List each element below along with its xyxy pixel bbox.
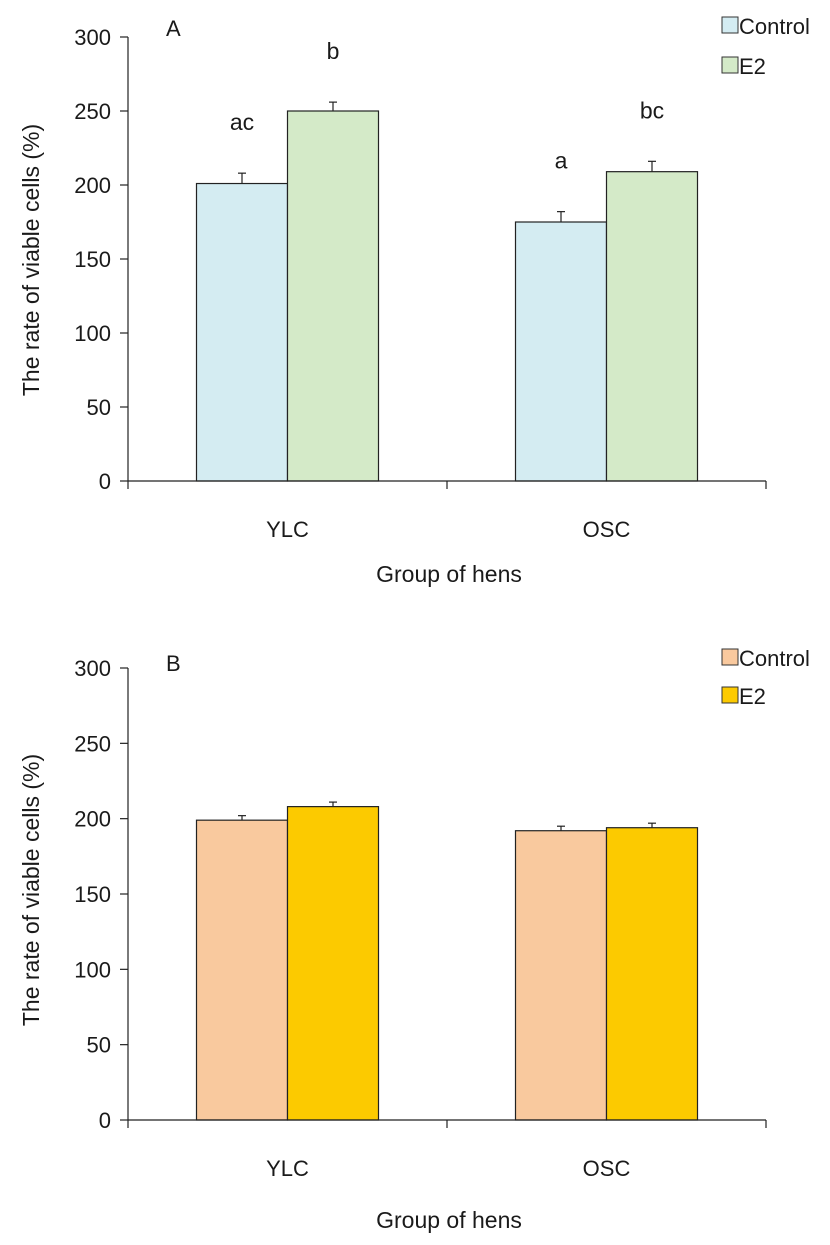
significance-label: bc <box>640 97 664 123</box>
bar <box>286 110 380 482</box>
legend-swatch-control <box>721 16 739 34</box>
plot-area: YLC OSC 0 50 100 150 200 250 300 <box>74 656 767 1181</box>
x-tick-label: YLC <box>266 517 309 542</box>
y-tick-label: 100 <box>74 957 111 982</box>
y-tick-label: 100 <box>74 321 111 346</box>
chart-panel-b: B The rate of viable cells (%) Group of … <box>18 646 810 1233</box>
panel-label: B <box>166 651 181 676</box>
y-tick-label: 50 <box>87 395 111 420</box>
bar <box>605 171 699 482</box>
y-tick-label: 200 <box>74 173 111 198</box>
y-axis-title: The rate of viable cells (%) <box>18 754 44 1026</box>
legend-label-e2: E2 <box>739 54 766 79</box>
y-tick-label: 50 <box>87 1033 111 1058</box>
x-tick-label: OSC <box>583 1156 631 1181</box>
significance-label: b <box>327 38 340 64</box>
x-axis-title: Group of hens <box>376 561 522 587</box>
panel-label: A <box>166 16 181 41</box>
legend-swatch-e2 <box>721 686 739 704</box>
y-tick-label: 200 <box>74 807 111 832</box>
legend-label-control: Control <box>739 646 810 671</box>
significance-label: a <box>555 148 568 174</box>
y-tick-label: 150 <box>74 247 111 272</box>
y-axis-title: The rate of viable cells (%) <box>18 124 44 396</box>
plot-area: ac b YLC a bc OSC 0 50 100 150 200 250 300 <box>74 25 767 542</box>
bar <box>514 221 608 482</box>
legend-label-control: Control <box>739 14 810 39</box>
bar <box>605 827 699 1121</box>
bar <box>195 182 289 482</box>
x-tick-label: YLC <box>266 1156 309 1181</box>
y-tick-label: 0 <box>99 469 111 494</box>
x-axis-title: Group of hens <box>376 1207 522 1233</box>
bar <box>195 819 289 1121</box>
y-tick-label: 250 <box>74 731 111 756</box>
legend: Control E2 <box>721 14 810 79</box>
bar <box>514 830 608 1121</box>
legend-swatch-e2 <box>721 56 739 74</box>
legend: Control E2 <box>721 646 810 709</box>
significance-label: ac <box>230 109 254 135</box>
y-tick-label: 0 <box>99 1108 111 1133</box>
x-tick-label: OSC <box>583 517 631 542</box>
chart-panel-a: A The rate of viable cells (%) Group of … <box>18 14 810 587</box>
legend-swatch-control <box>721 648 739 666</box>
y-tick-label: 300 <box>74 25 111 50</box>
y-tick-label: 150 <box>74 882 111 907</box>
y-tick-label: 300 <box>74 656 111 681</box>
legend-label-e2: E2 <box>739 684 766 709</box>
bar <box>286 806 380 1121</box>
y-tick-label: 250 <box>74 99 111 124</box>
